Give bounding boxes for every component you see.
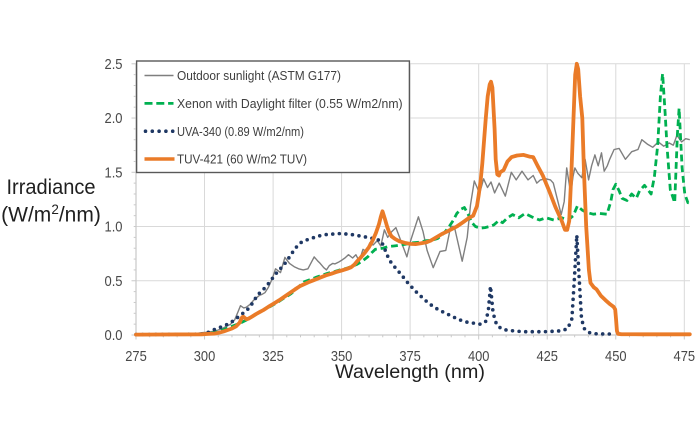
svg-text:Xenon with Daylight filter (0.: Xenon with Daylight filter (0.55 W/m2/nm… (177, 96, 403, 111)
svg-text:375: 375 (399, 348, 421, 365)
svg-text:Outdoor sunlight (ASTM G177): Outdoor sunlight (ASTM G177) (177, 68, 341, 83)
svg-text:275: 275 (125, 348, 147, 365)
svg-text:1.0: 1.0 (105, 219, 123, 236)
svg-text:(W/m2/nm): (W/m2/nm) (1, 202, 101, 227)
svg-text:0.0: 0.0 (105, 327, 123, 344)
svg-text:2.0: 2.0 (105, 110, 123, 127)
svg-text:2.5: 2.5 (105, 56, 123, 73)
svg-text:450: 450 (605, 348, 627, 365)
svg-text:300: 300 (194, 348, 216, 365)
svg-text:325: 325 (262, 348, 284, 365)
svg-text:TUV-421 (60 W/m2 TUV): TUV-421 (60 W/m2 TUV) (177, 152, 307, 167)
svg-text:Wavelength (nm): Wavelength (nm) (335, 362, 485, 383)
svg-text:Irradiance: Irradiance (7, 176, 96, 199)
svg-text:400: 400 (468, 348, 490, 365)
svg-text:475: 475 (674, 348, 696, 365)
svg-text:UVA-340 (0.89 W/m2/nm): UVA-340 (0.89 W/m2/nm) (177, 124, 304, 139)
svg-text:425: 425 (536, 348, 558, 365)
svg-text:1.5: 1.5 (105, 164, 123, 181)
svg-text:350: 350 (331, 348, 353, 365)
svg-text:0.5: 0.5 (105, 273, 123, 290)
